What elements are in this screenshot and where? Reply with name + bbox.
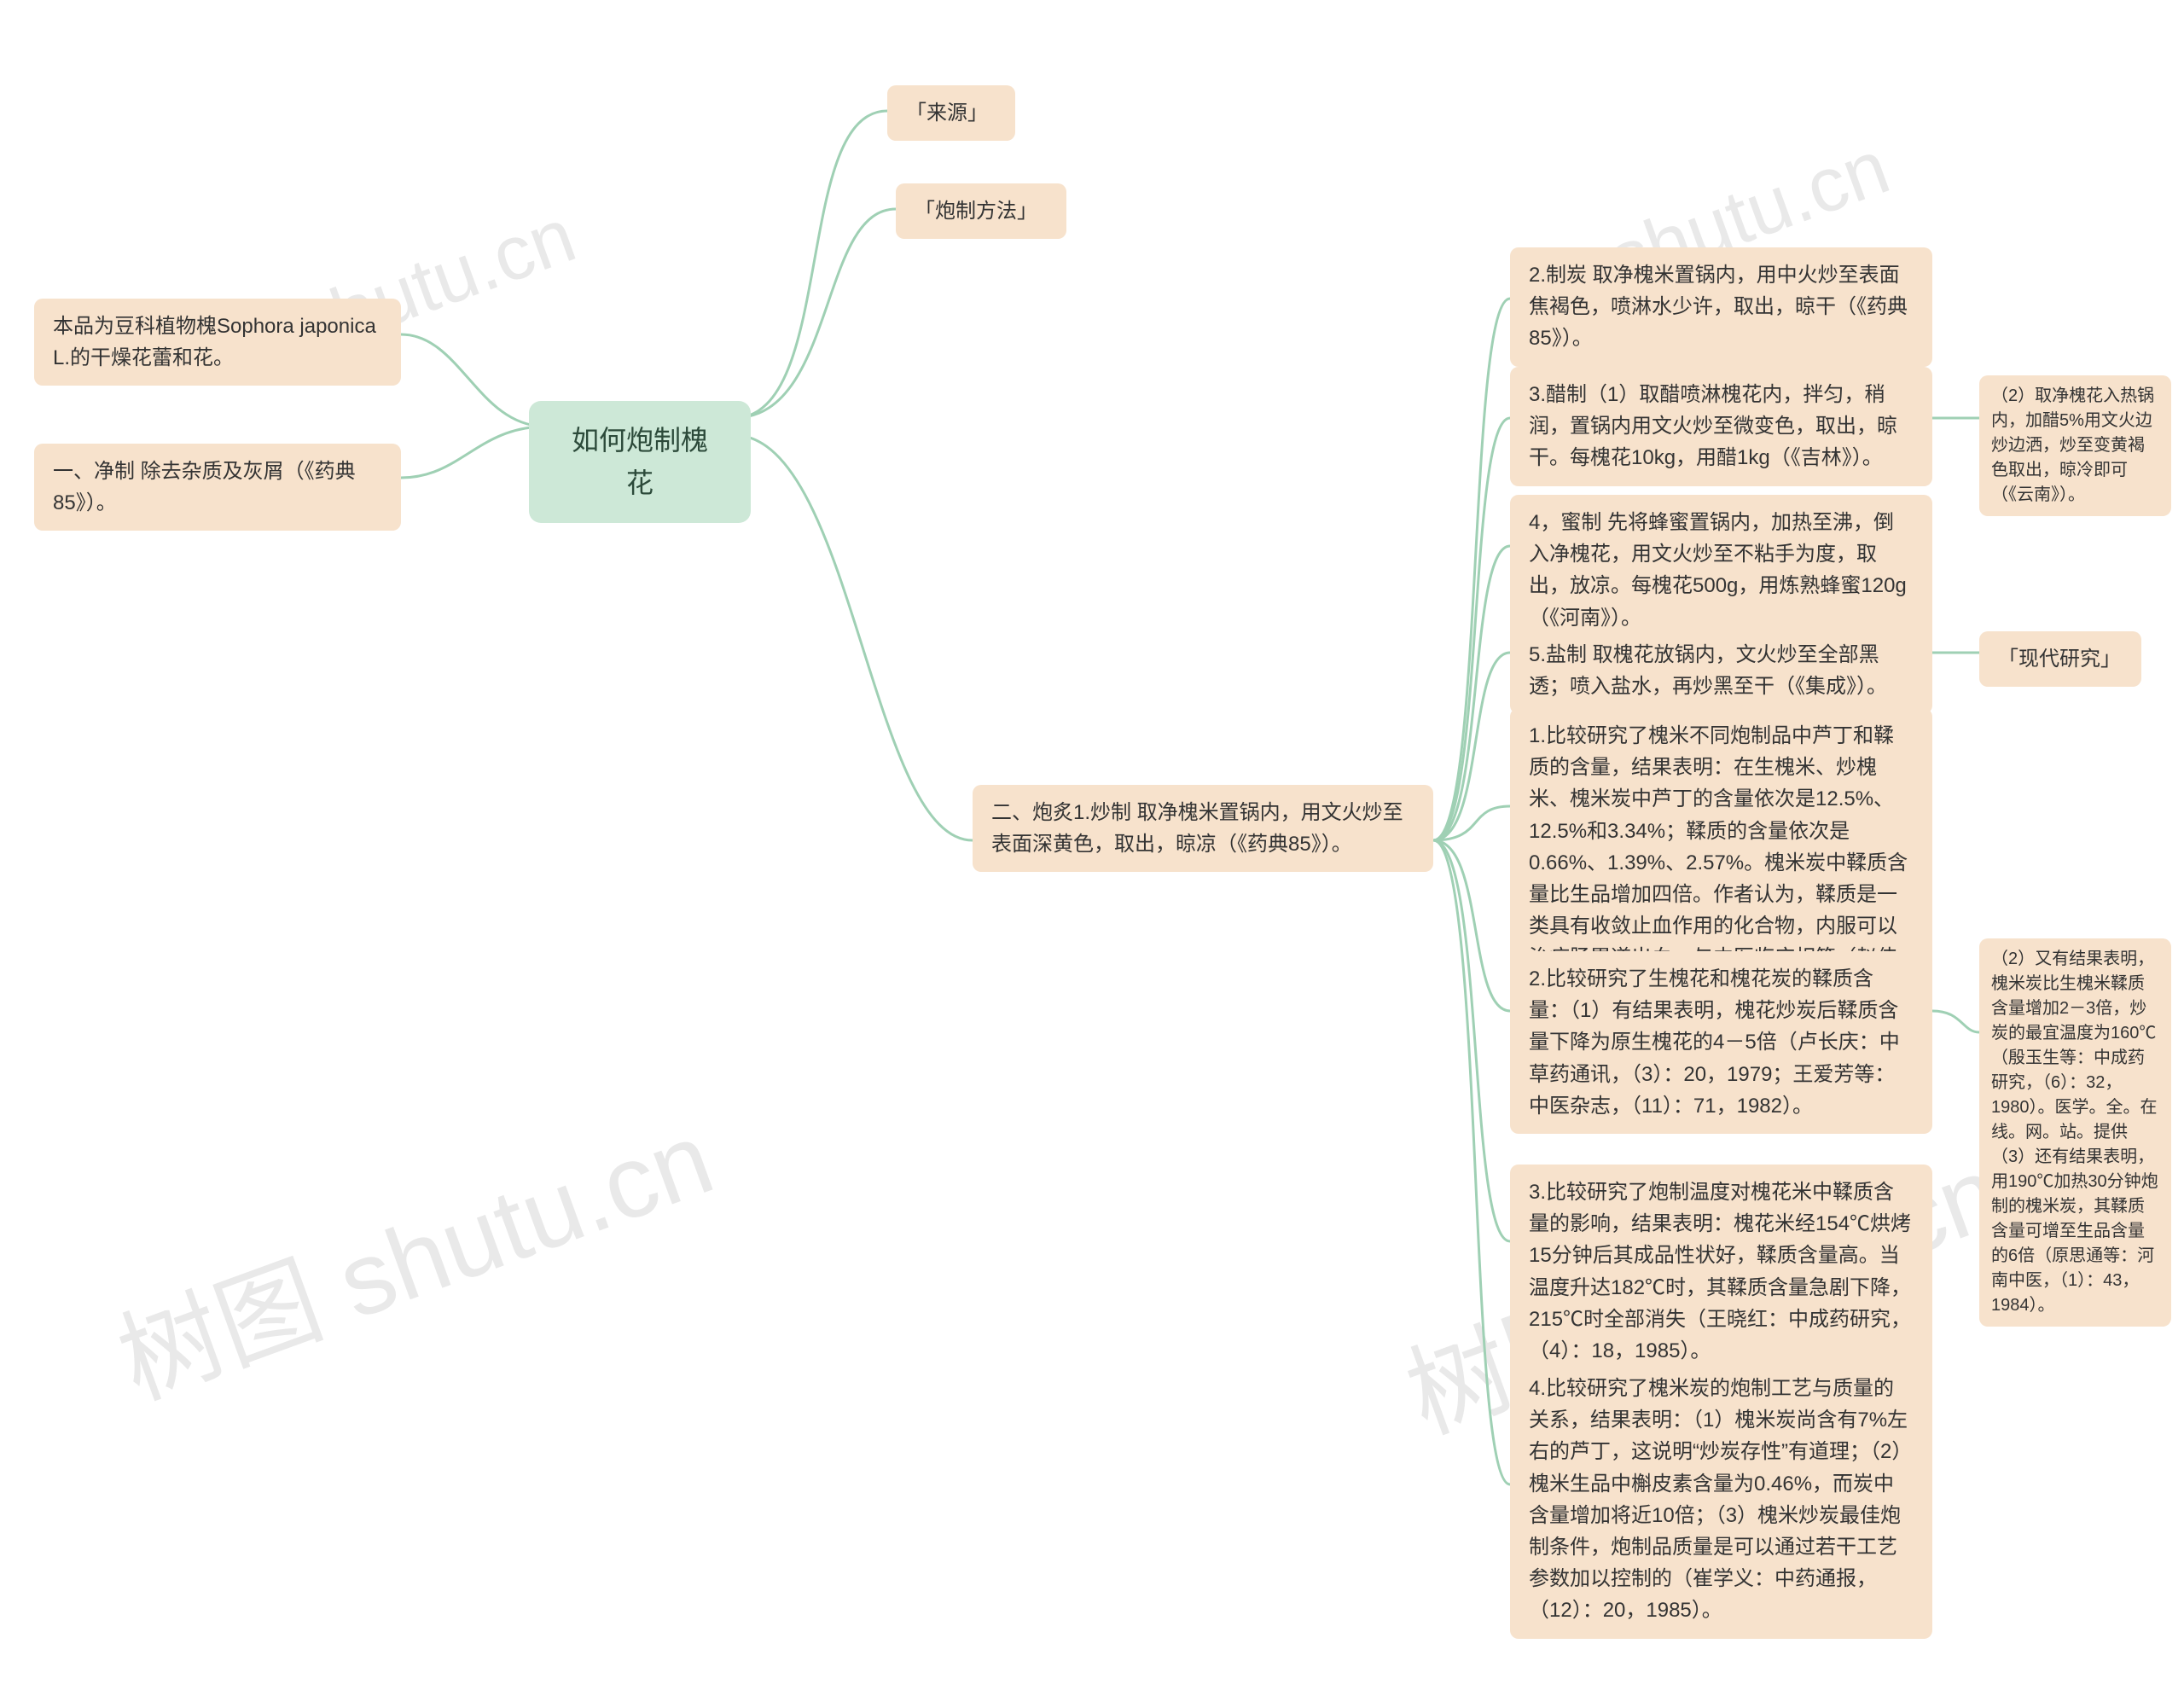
child-cuzhi-sub2: （2）取净槐花入热锅内，加醋5%用文火边炒边洒，炒至变黄褐色取出，晾冷即可（《云… — [1979, 375, 2171, 516]
branch-paozhi: 「炮制方法」 — [896, 183, 1066, 239]
child-study2: 2.比较研究了生槐花和槐花炭的鞣质含量：（1）有结果表明，槐花炒炭后鞣质含量下降… — [1510, 951, 1932, 1134]
main-branch: 二、炮炙1.炒制 取净槐米置锅内，用文火炒至表面深黄色，取出，晾凉（《药典85》… — [973, 785, 1433, 872]
child-study4: 4.比较研究了槐米炭的炮制工艺与质量的关系，结果表明：（1）槐米炭尚含有7%左右… — [1510, 1361, 1932, 1639]
child-mizhi: 4，蜜制 先将蜂蜜置锅内，加热至沸，倒入净槐花，用文火炒至不粘手为度，取出，放凉… — [1510, 495, 1932, 646]
child-cuzhi: 3.醋制（1）取醋喷淋槐花内，拌匀，稍润，置锅内用文火炒至微变色，取出，晾干。每… — [1510, 367, 1932, 486]
left-node-source: 本品为豆科植物槐Sophora japonica L.的干燥花蕾和花。 — [34, 299, 401, 386]
child-yanzhi-sub: 「现代研究」 — [1979, 631, 2141, 687]
child-study2-sub: （2）又有结果表明，槐米炭比生槐米鞣质含量增加2－3倍，炒炭的最宜温度为160℃… — [1979, 938, 2171, 1327]
child-yanzhi: 5.盐制 取槐花放锅内，文火炒至全部黑透；喷入盐水，再炒黑至干（《集成》）。 — [1510, 627, 1932, 714]
branch-laiyuan: 「来源」 — [887, 85, 1015, 141]
root-node: 如何炮制槐花 — [529, 401, 751, 523]
child-study3: 3.比较研究了炮制温度对槐花米中鞣质含量的影响，结果表明：槐花米经154℃烘烤1… — [1510, 1165, 1932, 1379]
left-node-jingzhi: 一、净制 除去杂质及灰屑（《药典85》）。 — [34, 444, 401, 531]
watermark: 树图 shutu.cn — [96, 1076, 729, 1427]
child-zhitan: 2.制炭 取净槐米置锅内，用中火炒至表面焦褐色，喷淋水少许，取出，晾干（《药典8… — [1510, 247, 1932, 367]
